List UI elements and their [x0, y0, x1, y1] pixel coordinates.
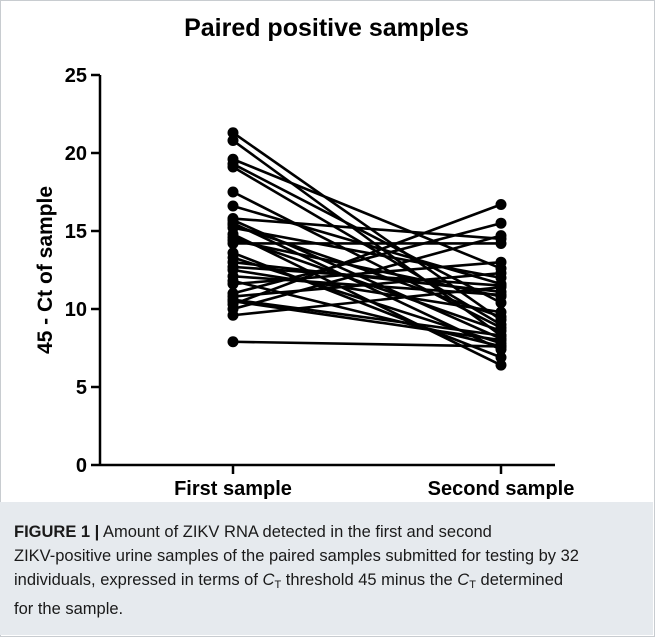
second-sample-point: [495, 267, 507, 279]
first-sample-point: [227, 336, 239, 348]
second-sample-point: [495, 289, 507, 301]
pair-line: [232, 340, 502, 348]
caption-ct-symbol-2: CT: [457, 571, 476, 591]
y-tick-label: 5: [76, 377, 87, 399]
pair-line: [232, 139, 502, 337]
pair-line: [232, 203, 502, 306]
pair-line: [232, 265, 502, 287]
caption-line3b: threshold 45 minus the: [281, 571, 458, 589]
caption-box: [0, 502, 653, 635]
second-sample-point: [495, 306, 507, 318]
pair-line: [232, 158, 502, 270]
first-sample-point: [227, 278, 239, 290]
data-points: [227, 127, 507, 371]
y-axis-label: 45 - Ct of sample: [34, 186, 57, 354]
second-sample-point: [495, 237, 507, 249]
second-sample-point: [495, 281, 507, 293]
caption-line3a: individuals, expressed in terms of: [14, 571, 263, 589]
first-sample-point: [227, 309, 239, 321]
first-sample-point: [227, 161, 239, 173]
second-sample-point: [495, 351, 507, 363]
y-tick-label: 25: [65, 65, 87, 87]
axes: [91, 73, 555, 474]
second-sample-point: [495, 359, 507, 371]
pair-line: [232, 234, 502, 311]
first-sample-point: [227, 127, 239, 139]
chart-title: Paired positive samples: [184, 14, 469, 42]
pair-line: [232, 271, 502, 298]
y-tick-label: 0: [76, 455, 87, 477]
pair-line: [232, 299, 502, 342]
pair-line: [232, 223, 502, 319]
caption-line1: Amount of ZIKV RNA detected in the first…: [99, 523, 492, 541]
second-sample-point: [495, 340, 507, 352]
pair-line: [232, 298, 502, 337]
second-sample-point: [495, 230, 507, 242]
second-sample-point: [495, 198, 507, 210]
pair-line: [232, 285, 502, 317]
y-tick-label: 10: [65, 299, 87, 321]
pair-line: [232, 268, 502, 314]
caption-line4: for the sample.: [14, 600, 124, 618]
chart-plot: 0 5 10 15 20 25 First sample Second sample 45 - …: [34, 65, 574, 500]
pair-lines: [232, 131, 502, 367]
pair-line: [232, 131, 502, 321]
caption-line3c: determined: [475, 571, 564, 589]
pair-line: [232, 226, 502, 280]
y-tick-label: 20: [65, 143, 87, 165]
caption-ct-symbol: CT: [262, 571, 282, 591]
x-tick-label: Second sample: [428, 478, 575, 500]
caption-line2: ZIKV-positive urine samples of the paire…: [14, 547, 579, 565]
figure-caption: FIGURE 1 | Amount of ZIKV RNA detected i…: [14, 520, 639, 621]
pair-line: [232, 162, 502, 304]
y-tick-label: 15: [65, 221, 87, 243]
first-sample-point: [227, 200, 239, 212]
first-sample-point: [227, 135, 239, 147]
x-tick-label: First sample: [174, 478, 292, 500]
pair-line: [232, 221, 502, 295]
caption-label: FIGURE 1 |: [14, 523, 100, 541]
axis-labels: 0 5 10 15 20 25 First sample Second sample 45 - …: [34, 65, 574, 500]
pair-line: [232, 204, 502, 286]
second-sample-point: [495, 217, 507, 229]
first-sample-point: [227, 186, 239, 198]
second-sample-point: [495, 256, 507, 268]
first-sample-point: [227, 237, 239, 249]
